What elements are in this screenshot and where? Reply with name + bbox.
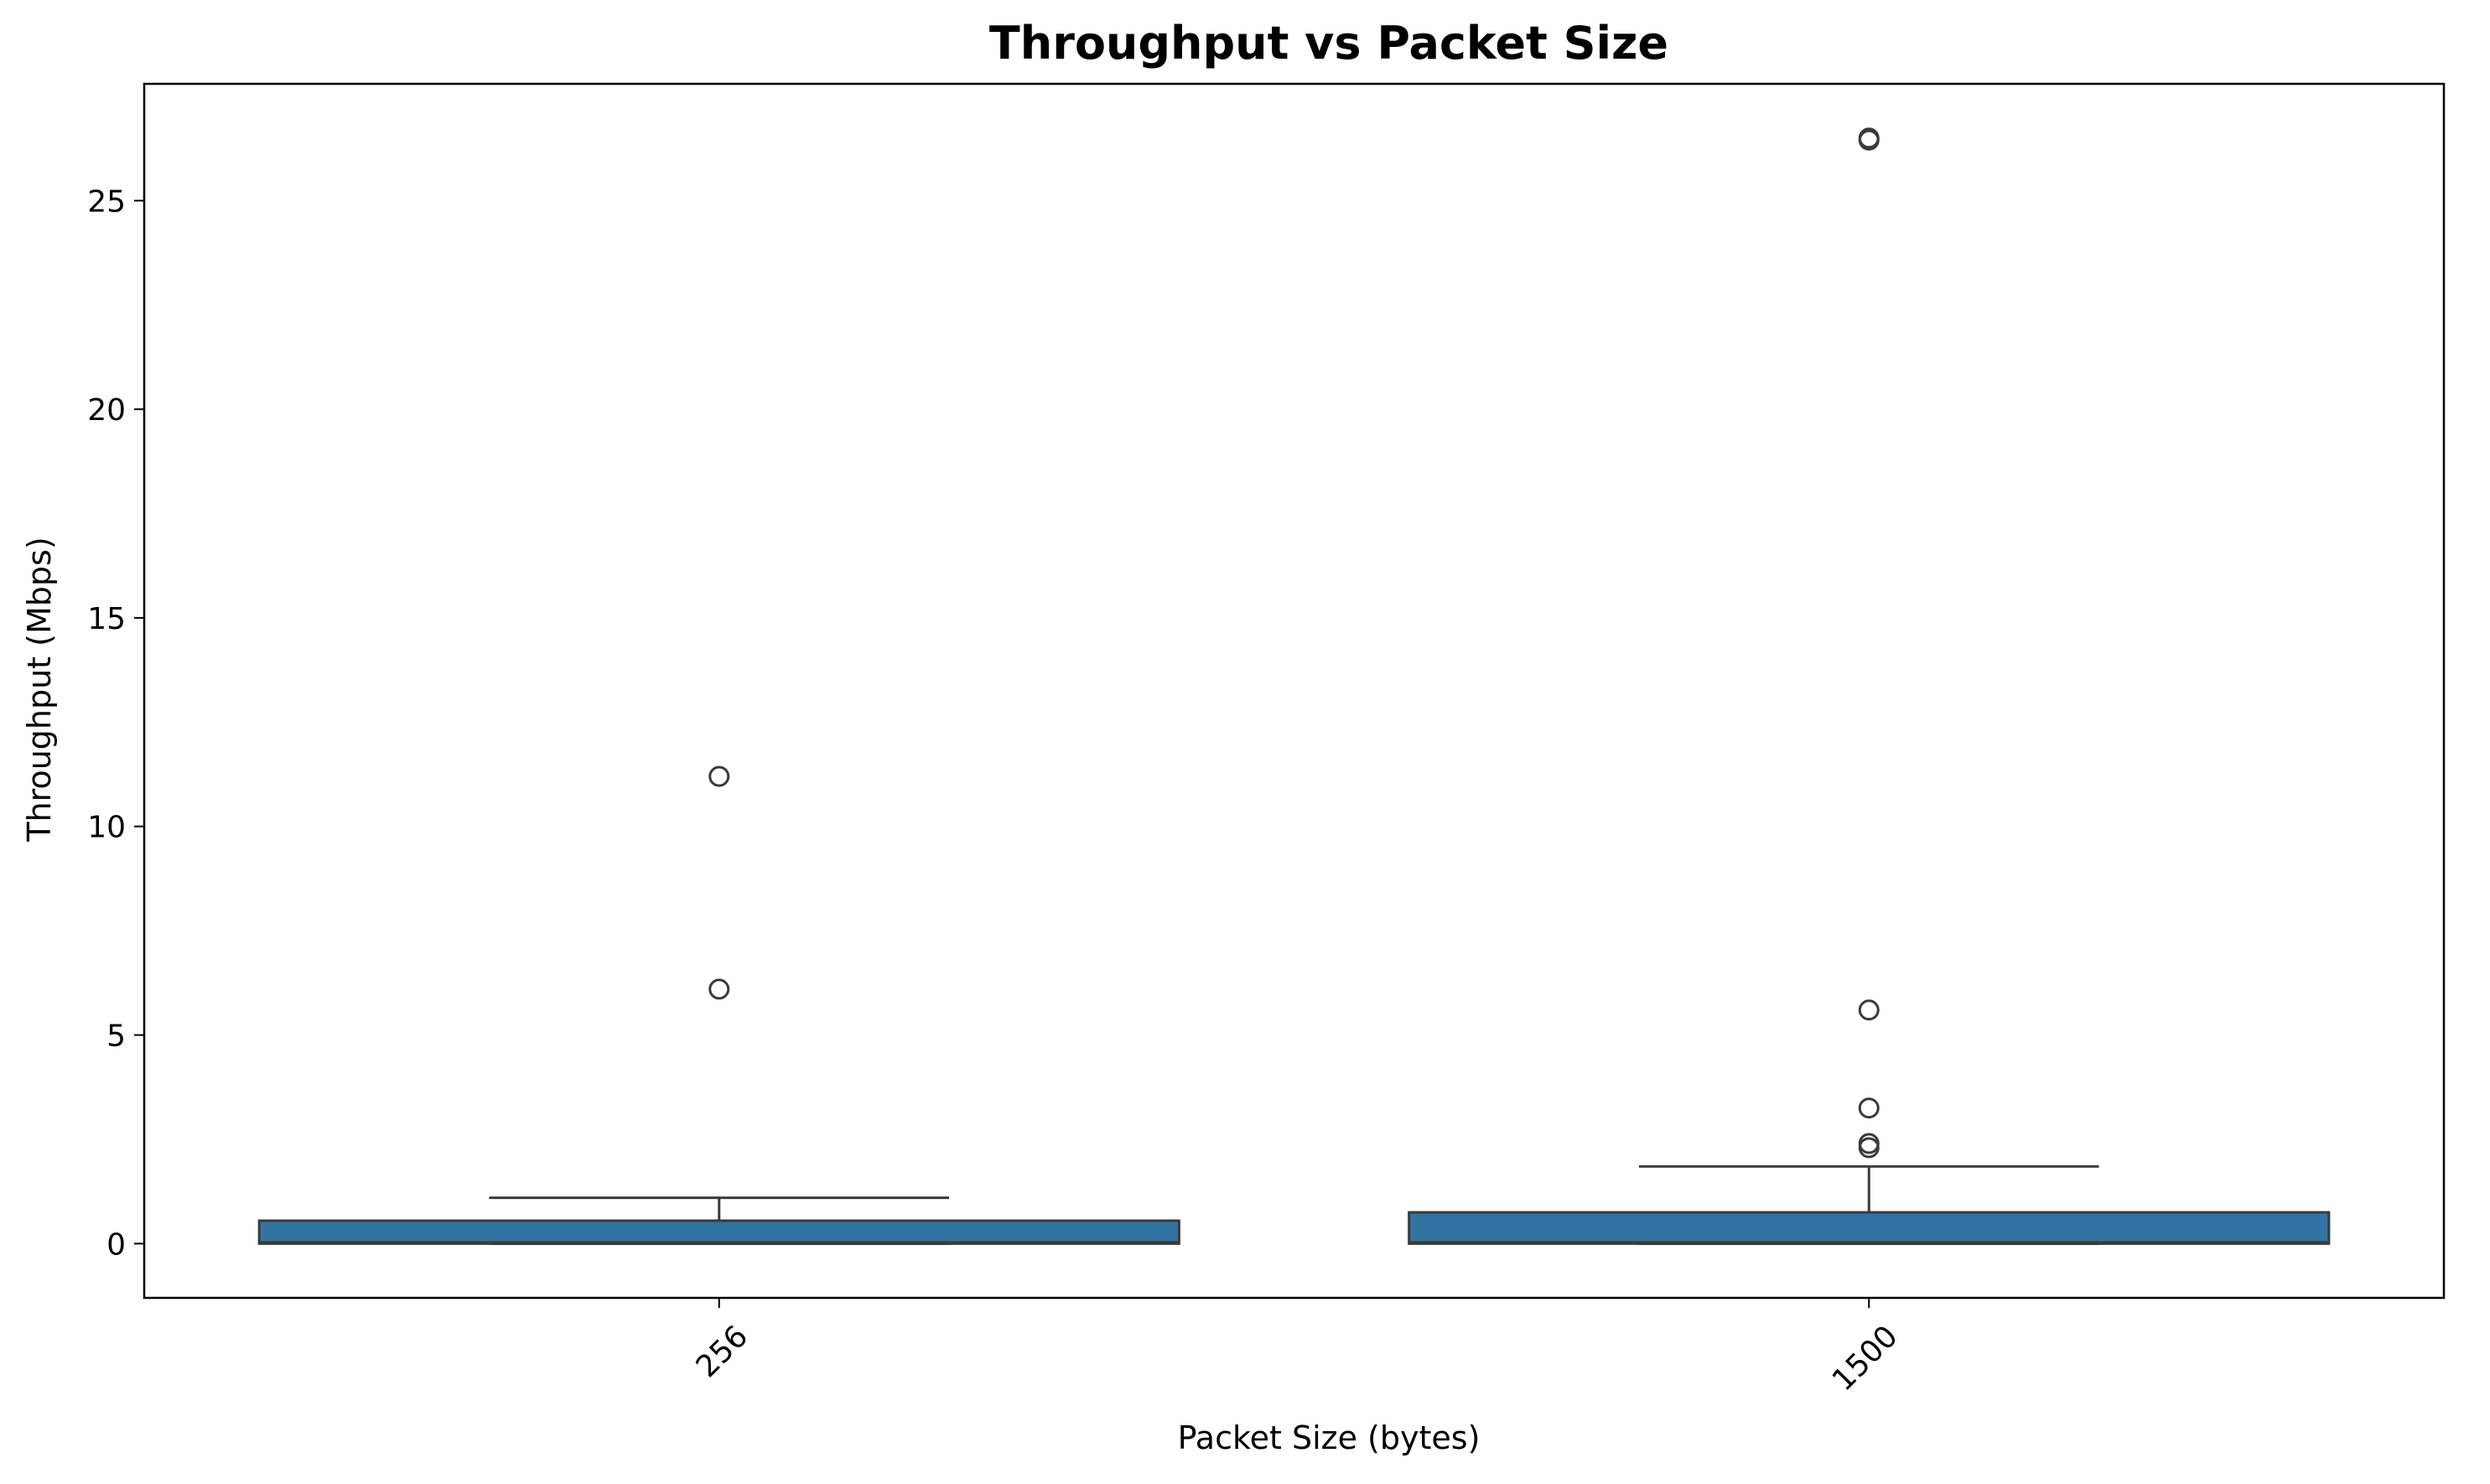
y-tick-label: 10 xyxy=(87,811,126,845)
y-tick-label: 25 xyxy=(87,184,126,219)
y-tick-label: 15 xyxy=(87,602,126,636)
chart-title: Throughput vs Packet Size xyxy=(989,17,1668,70)
x-tick-label: 1500 xyxy=(1826,1319,1905,1398)
x-axis-label: Packet Size (bytes) xyxy=(1178,1419,1481,1456)
outlier-point xyxy=(1858,1133,1880,1155)
plot-area: 0 5 10 15 20 25 256 1500 xyxy=(87,82,2446,1398)
y-tick-label: 0 xyxy=(106,1227,126,1262)
outlier-point xyxy=(1858,1137,1880,1159)
plot-frame xyxy=(143,82,2446,1300)
outlier-point xyxy=(1858,1097,1880,1119)
outlier-point xyxy=(708,978,730,1000)
y-axis-label: Throughput (Mbps) xyxy=(21,537,58,842)
outlier-point xyxy=(708,765,730,787)
y-tick-label: 5 xyxy=(106,1020,126,1054)
y-tick-label: 20 xyxy=(87,393,126,428)
box-1500 xyxy=(1408,1211,2331,1245)
x-tick-label: 256 xyxy=(690,1319,755,1384)
box-256 xyxy=(257,1219,1180,1245)
outlier-point xyxy=(1858,127,1880,149)
outlier-point xyxy=(1858,999,1880,1021)
